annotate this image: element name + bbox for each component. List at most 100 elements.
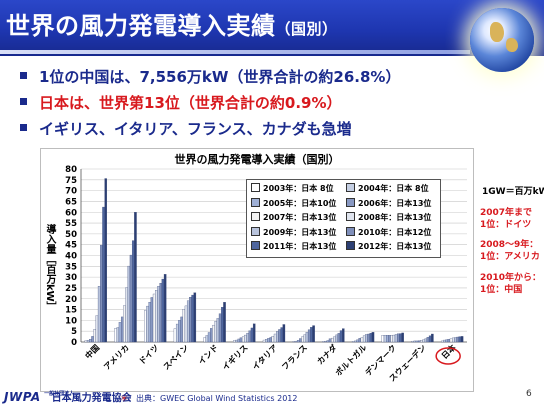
bar	[415, 340, 419, 343]
source-note: ＊：出典：GWEC Global Wind Statistics 2012	[120, 393, 297, 404]
bar	[248, 330, 252, 343]
legend-swatch	[346, 241, 355, 250]
note-2007: 2007年まで 1位：ドイツ	[480, 207, 532, 231]
bar	[367, 333, 370, 343]
bar	[335, 334, 338, 343]
logo-abbr: JWPA	[4, 390, 41, 404]
legend-label: 2012年：日本13位	[358, 242, 432, 251]
bar	[159, 283, 162, 343]
legend-swatch	[251, 197, 260, 207]
slide-header: 世界の風力発電導入実績（国別）	[0, 0, 544, 56]
bar	[93, 329, 96, 343]
bar	[214, 321, 217, 343]
bar	[296, 340, 300, 343]
note-2008: 2008～9年： 1位：アメリカ	[480, 239, 540, 263]
bar	[326, 340, 330, 343]
x-tick-label: アメリカ	[102, 343, 131, 372]
bar	[184, 305, 188, 343]
bar	[337, 333, 341, 343]
y-tick-label: 10	[65, 316, 77, 326]
bullet-square-icon	[20, 72, 27, 79]
bar	[328, 338, 332, 343]
y-tick-label: 80	[65, 165, 77, 175]
source-star: ＊	[120, 394, 128, 403]
note-2010: 2010年から： 1位：中国	[480, 272, 541, 296]
bar	[452, 337, 455, 343]
y-tick-label: 40	[65, 252, 77, 262]
bar	[267, 338, 270, 343]
bar	[381, 335, 385, 343]
bar	[182, 309, 186, 343]
bar	[411, 340, 414, 343]
bar	[371, 332, 375, 343]
chart-title: 世界の風力発電導入実績（国別）	[174, 153, 340, 166]
bar	[360, 337, 364, 343]
bar	[294, 340, 298, 343]
bar	[386, 335, 389, 343]
bar	[175, 323, 179, 343]
highlight-circle	[435, 347, 461, 365]
bar	[218, 313, 222, 343]
globe-icon	[470, 8, 534, 72]
bar	[250, 327, 254, 343]
bar	[95, 315, 99, 343]
bar	[134, 212, 137, 343]
bar	[413, 340, 417, 343]
bar	[324, 340, 327, 343]
bar	[86, 340, 90, 343]
legend-label: 2010年：日本12位	[358, 227, 432, 237]
x-tick-label: 中国	[83, 342, 101, 360]
bar	[161, 278, 165, 343]
bar	[428, 335, 432, 343]
bar	[449, 338, 453, 343]
bar	[131, 240, 135, 343]
legend-item: 2007年：日本13位	[251, 212, 336, 223]
bullet-item: 日本は、世界第13位（世界合計の約0.9%）	[20, 92, 341, 113]
bullet-text: イギリス、イタリア、フランス、カナダも急増	[39, 120, 352, 138]
bar	[173, 328, 177, 343]
jwpa-logo: JWPA 一般社団法人 日本風力発電協会	[4, 389, 132, 404]
y-tick-label: 35	[65, 262, 77, 272]
y-tick-label: 75	[65, 176, 77, 186]
bar	[333, 336, 336, 343]
bar	[310, 327, 313, 343]
bar	[216, 318, 220, 343]
bar	[420, 340, 423, 343]
bar	[424, 338, 428, 343]
bar	[307, 329, 311, 343]
bar	[312, 325, 315, 343]
bar	[237, 338, 241, 343]
y-tick-label: 15	[65, 306, 77, 316]
bar	[235, 339, 238, 343]
legend-label: 2004年：日本 8位	[358, 184, 429, 193]
bar	[127, 265, 131, 343]
bar	[118, 322, 122, 343]
header-accent-bar	[0, 50, 470, 54]
bar	[422, 339, 425, 343]
chart-legend: 2003年：日本 8位 2004年：日本 8位 2005年：日本10位 2006年：日…	[246, 179, 441, 258]
x-tick-label: ドイツ	[137, 343, 160, 366]
legend-swatch	[251, 226, 260, 236]
bar	[401, 332, 404, 343]
y-tick-label: 65	[65, 197, 77, 207]
legend-item: 2005年：日本10位	[251, 197, 336, 209]
legend-item: 2004年：日本 8位	[346, 183, 429, 194]
note-line: 2008～9年：	[480, 240, 539, 250]
note-line: 1位：中国	[480, 285, 523, 295]
bar	[358, 338, 362, 343]
bar	[89, 339, 92, 343]
bar	[191, 294, 194, 343]
bar	[265, 339, 268, 343]
x-tick-label: インド	[197, 343, 220, 366]
y-tick-label: 50	[65, 230, 77, 240]
bar	[301, 336, 304, 343]
y-tick-label: 55	[65, 219, 77, 229]
bar	[299, 338, 302, 343]
bar	[365, 334, 368, 343]
y-tick-label: 30	[65, 273, 77, 283]
y-tick-label: 20	[65, 295, 77, 305]
legend-item: 2009年：日本13位	[251, 226, 336, 238]
bar	[356, 339, 359, 343]
slide-title-main: 世界の風力発電導入実績	[6, 12, 276, 40]
bar	[447, 339, 451, 343]
